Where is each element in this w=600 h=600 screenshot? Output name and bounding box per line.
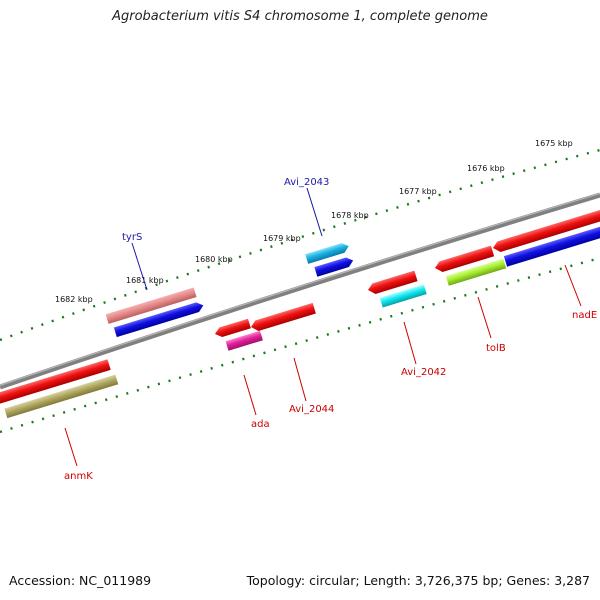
gene-tolB[interactable] [434, 243, 507, 288]
kbp-label: 1678 kbp [331, 211, 369, 220]
gene-label-tolB[interactable]: tolB [486, 343, 506, 354]
kbp-label: 1676 kbp [467, 164, 505, 173]
gene-tyrS[interactable] [105, 286, 205, 338]
gene-label-tyrS[interactable]: tyrS [122, 232, 142, 243]
gene-Avi_2042[interactable] [367, 269, 427, 310]
kbp-label: 1681 kbp [126, 276, 164, 285]
kbp-label: 1680 kbp [195, 255, 233, 264]
topology-text: Topology: circular; Length: 3,726,375 bp… [246, 573, 590, 588]
accession-text: Accession: NC_011989 [9, 573, 152, 588]
kbp-label: 1679 kbp [263, 234, 301, 243]
gene-label-Avi_2043[interactable]: Avi_2043 [284, 177, 329, 188]
gene-anmK[interactable] [0, 358, 119, 419]
gene-label-Avi_2042[interactable]: Avi_2042 [401, 367, 446, 378]
gene-label-Avi_2044[interactable]: Avi_2044 [289, 404, 334, 415]
kbp-label: 1675 kbp [535, 139, 573, 148]
outer-tick-track [0, 148, 600, 342]
forward-strand-genes [0, 208, 600, 419]
gene-Avi_2043[interactable] [305, 241, 354, 278]
gene-label-anmK[interactable]: anmK [64, 471, 93, 482]
gene-ada[interactable] [214, 316, 263, 353]
gene-label-ada[interactable]: ada [251, 419, 270, 430]
kbp-label: 1677 kbp [399, 187, 437, 196]
chromosome-backbone [0, 192, 600, 390]
gene-labels: tyrS Avi_2043 ada Avi_2044 Avi_2042 tolB… [64, 177, 597, 482]
gene-Avi_2044[interactable] [250, 302, 316, 333]
kbp-label: 1682 kbp [55, 295, 93, 304]
map-title: Agrobacterium vitis S4 chromosome 1, com… [112, 9, 488, 24]
label-leaders [64, 187, 582, 467]
gene-nadE[interactable] [492, 208, 600, 269]
gene-label-nadE[interactable]: nadE [572, 310, 597, 321]
kbp-scale: 1675 kbp 1676 kbp 1677 kbp 1678 kbp 1679… [55, 139, 573, 304]
